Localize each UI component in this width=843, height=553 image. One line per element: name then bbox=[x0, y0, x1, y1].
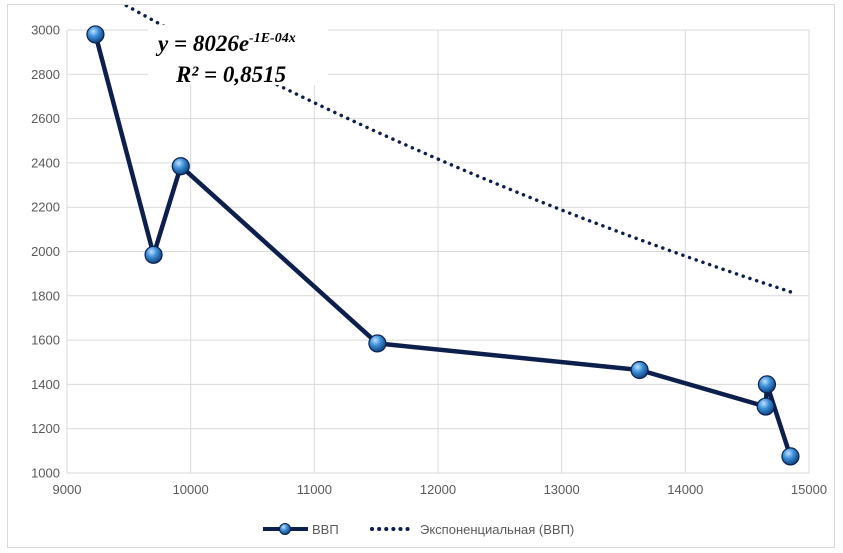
x-tick-label: 11000 bbox=[297, 482, 332, 497]
equation-main: y = 8026e bbox=[155, 31, 249, 56]
x-tick-label: 9000 bbox=[53, 482, 82, 497]
y-tick-label: 1400 bbox=[31, 377, 60, 392]
equation-background bbox=[148, 25, 328, 85]
series-line-group bbox=[93, 33, 793, 458]
chart-frame: 1000 1200 1400 1600 1800 2000 2200 2400 2600 2800… bbox=[7, 4, 835, 548]
legend-label-series: ВВП bbox=[312, 522, 339, 537]
legend-item-trend: Экспоненциальная (ВВП) bbox=[370, 522, 574, 537]
y-tick-label: 2200 bbox=[31, 200, 60, 215]
data-point-marker bbox=[144, 245, 163, 264]
data-point-marker bbox=[756, 397, 775, 416]
y-tick-label: 2400 bbox=[31, 155, 60, 170]
x-tick-label: 15000 bbox=[791, 482, 827, 497]
y-axis-ticks: 1000 1200 1400 1600 1800 2000 2200 2400 2600 2800… bbox=[31, 23, 60, 481]
x-tick-label: 14000 bbox=[667, 482, 703, 497]
data-point-marker bbox=[781, 447, 800, 466]
equation-annotation: y = 8026e-1E-04x R² = 0,8515 bbox=[148, 25, 328, 87]
equation-exponent: -1E-04x bbox=[249, 31, 296, 46]
x-axis-ticks: 9000 10000 11000 12000 13000 14000 15000 bbox=[53, 482, 828, 497]
grid bbox=[66, 29, 810, 474]
y-tick-label: 1200 bbox=[31, 421, 60, 436]
data-point-marker bbox=[757, 375, 777, 394]
y-tick-label: 1000 bbox=[31, 466, 60, 481]
markers-group bbox=[86, 25, 800, 466]
legend-label-trend: Экспоненциальная (ВВП) bbox=[420, 522, 574, 537]
legend: ВВП Экспоненциальная (ВВП) bbox=[263, 522, 574, 537]
legend-item-series: ВВП bbox=[263, 522, 339, 537]
y-tick-label: 2000 bbox=[31, 244, 60, 259]
equation-text: y = 8026e-1E-04x bbox=[155, 31, 296, 56]
y-tick-label: 1800 bbox=[31, 288, 60, 303]
y-tick-label: 1600 bbox=[31, 333, 60, 348]
data-point-marker bbox=[368, 334, 387, 353]
data-point-marker bbox=[630, 360, 649, 380]
data-point-marker bbox=[171, 157, 190, 176]
trendline bbox=[121, 5, 793, 294]
r-squared-text: R² = 0,8515 bbox=[175, 62, 286, 87]
x-tick-label: 13000 bbox=[544, 482, 580, 497]
x-tick-label: 10000 bbox=[173, 482, 209, 497]
y-tick-label: 3000 bbox=[31, 23, 60, 38]
legend-marker-swatch bbox=[279, 523, 291, 535]
y-tick-label: 2600 bbox=[31, 111, 60, 126]
y-tick-label: 2800 bbox=[31, 67, 60, 82]
x-tick-label: 12000 bbox=[420, 482, 456, 497]
trendline-group bbox=[121, 5, 793, 294]
data-point-marker bbox=[86, 25, 105, 44]
chart-svg: 1000 1200 1400 1600 1800 2000 2200 2400 2600 2800… bbox=[31, 5, 828, 537]
series-line bbox=[93, 33, 793, 458]
